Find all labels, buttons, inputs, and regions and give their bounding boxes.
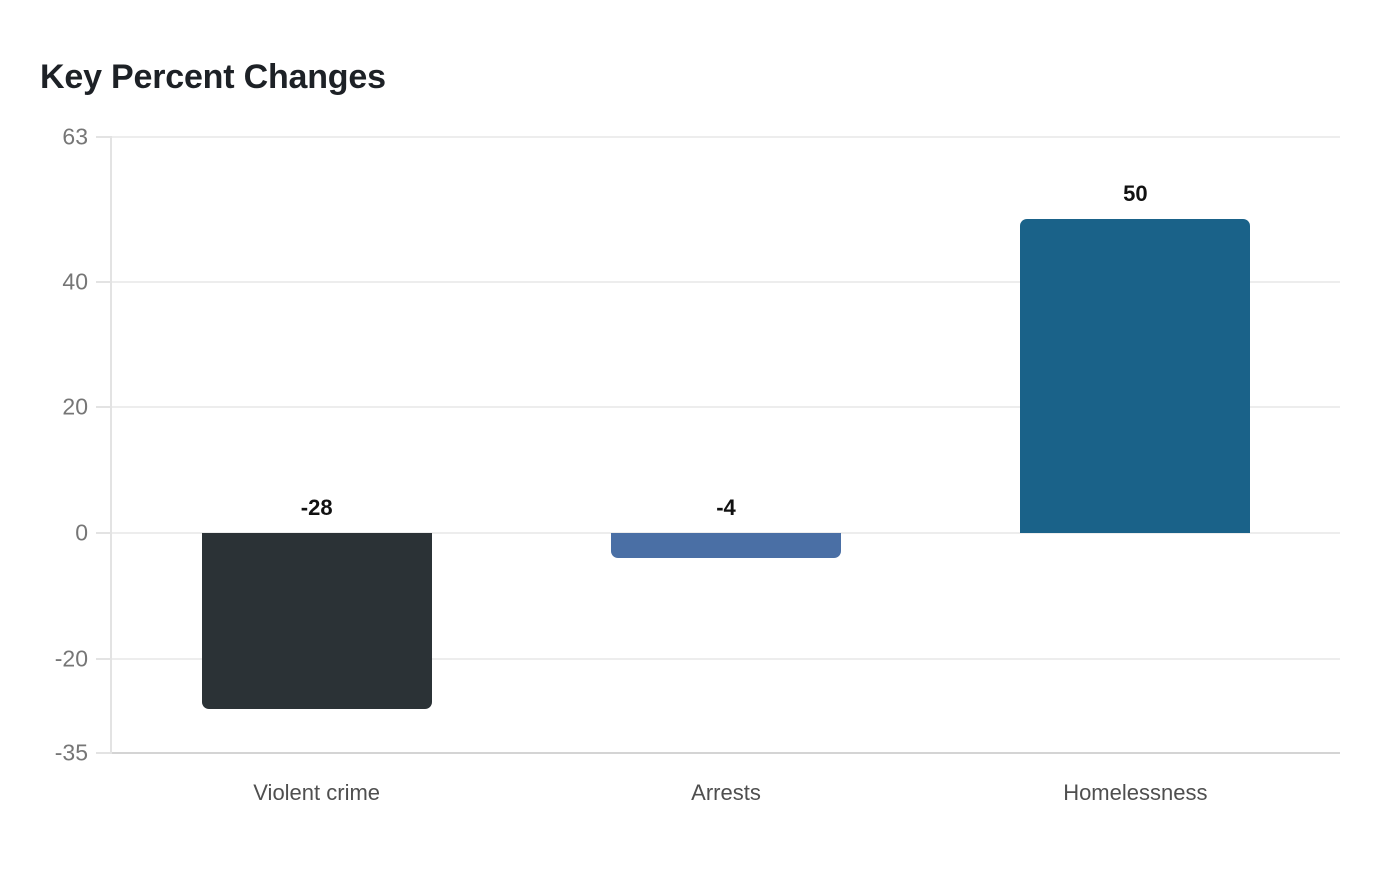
y-tick-label: 0 [75,519,88,546]
y-tick-label: 20 [62,393,88,420]
bar-arrests [611,533,841,559]
y-tick-label: -35 [54,739,88,766]
y-tick-mark [96,657,112,660]
x-baseline [112,752,1340,754]
category-label: Arrests [691,780,761,805]
y-tick-mark [96,406,112,409]
gridline [112,657,1340,660]
y-tick-mark [96,280,112,283]
category-label: Violent crime [253,780,381,805]
value-label: -4 [716,495,736,520]
y-tick-label: 40 [62,268,88,295]
y-tick-mark [96,532,112,534]
y-tick-mark [96,136,112,138]
y-tick-label: -20 [54,645,88,672]
gridline [112,136,1340,138]
value-label: -28 [300,495,333,520]
gridline [112,406,1340,409]
gridline [112,280,1340,283]
y-axis-line [110,137,112,753]
y-tick-label: 63 [62,123,88,150]
y-tick-mark [96,752,112,754]
value-label: 50 [1123,180,1148,206]
bar-homelessness [1020,218,1251,533]
plot-area: 63 40 20 0 -20 -35 -28 -4 50 [55,124,1340,766]
category-label: Homelessness [1063,780,1208,805]
chart-title: Key Percent Changes [40,58,386,96]
bar-violent-crime [201,533,432,709]
